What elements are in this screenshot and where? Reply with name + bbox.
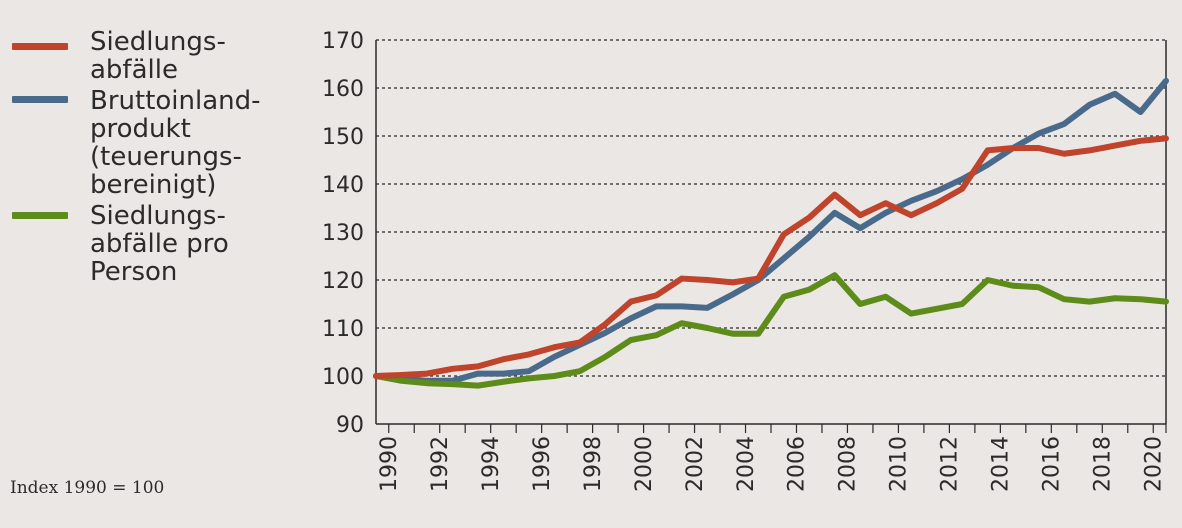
x-tick-label-2012: 2012	[938, 436, 963, 492]
legend-entry-siedlungsabfaelle: Siedlungs- abfälle	[10, 28, 300, 84]
legend-label-siedlungsabfaelle: Siedlungs- abfälle	[90, 27, 226, 85]
legend-swatch-siedlungsabfaelle	[12, 43, 68, 50]
x-tick-label-2006: 2006	[785, 436, 810, 492]
x-tick-label-1994: 1994	[479, 436, 504, 492]
y-tick-label-140: 140	[322, 173, 364, 198]
y-tick-label-110: 110	[322, 317, 364, 342]
series-line-0	[373, 135, 1169, 379]
x-tick-label-2016: 2016	[1040, 436, 1065, 492]
legend-label-pro-person: Siedlungs- abfälle pro Person	[90, 201, 229, 287]
y-tick-label-90: 90	[336, 413, 364, 438]
index-note: Index 1990 = 100	[10, 478, 165, 498]
y-tick-label-120: 120	[322, 269, 364, 294]
x-tick-label-2014: 2014	[989, 436, 1014, 492]
x-tick-label-1992: 1992	[428, 436, 453, 492]
y-tick-label-100: 100	[322, 365, 364, 390]
legend-label-bip: Bruttoinland- produkt (teuerungs- berein…	[90, 86, 261, 200]
x-tick-label-2008: 2008	[836, 436, 861, 492]
x-tick-label-1996: 1996	[530, 436, 555, 492]
legend-entry-pro-person: Siedlungs- abfälle pro Person	[10, 202, 300, 286]
legend-swatch-bip	[12, 96, 68, 103]
y-tick-label-130: 130	[322, 221, 364, 246]
y-tick-label-160: 160	[322, 77, 364, 102]
y-tick-label-150: 150	[322, 125, 364, 150]
x-tick-label-2020: 2020	[1142, 436, 1167, 492]
legend: Siedlungs- abfälle Bruttoinland- produkt…	[10, 28, 300, 286]
x-tick-label-1998: 1998	[581, 436, 606, 492]
x-tick-label-2004: 2004	[734, 436, 759, 492]
x-tick-label-2002: 2002	[683, 436, 708, 492]
series-line-1	[373, 77, 1169, 384]
x-tick-label-2010: 2010	[887, 436, 912, 492]
x-tick-label-1990: 1990	[377, 436, 402, 492]
y-tick-label-170: 170	[322, 29, 364, 54]
series-line-2	[373, 272, 1169, 389]
legend-swatch-pro-person	[12, 212, 68, 219]
x-tick-label-2018: 2018	[1091, 436, 1116, 492]
legend-entry-bip: Bruttoinland- produkt (teuerungs- berein…	[10, 87, 300, 199]
x-tick-label-2000: 2000	[632, 436, 657, 492]
